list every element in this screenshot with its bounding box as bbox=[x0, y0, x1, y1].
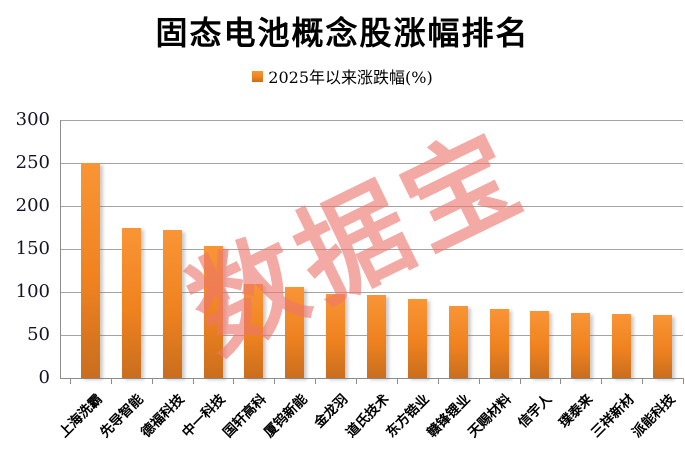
x-tick-mark bbox=[356, 378, 358, 384]
legend-swatch-icon bbox=[252, 70, 264, 82]
chart-title: 固态电池概念股涨幅排名 bbox=[155, 14, 530, 52]
x-tick-mark bbox=[110, 378, 112, 384]
x-tick-mark bbox=[233, 378, 235, 384]
x-category-label: 德福科技 bbox=[138, 391, 188, 441]
x-tick-mark bbox=[437, 378, 439, 384]
legend-label: 2025年以来涨跌幅(%) bbox=[268, 68, 433, 87]
bar-道氏技术 bbox=[367, 294, 386, 378]
x-axis-labels: 上海洗霸 先导智能 德福科技 中一科技 国轩高科 厦钨新能 金龙羽 道氏技术 东方锆业 赣锋锂业天… bbox=[56, 391, 682, 475]
chart-legend: 2025年以来涨跌幅(%) bbox=[0, 66, 685, 87]
gridline bbox=[61, 292, 683, 293]
x-category-label: 派能科技 bbox=[628, 391, 679, 441]
x-category-label: 中一科技 bbox=[179, 391, 229, 441]
y-tick-label: 100 bbox=[15, 281, 50, 302]
x-category-label: 先导智能 bbox=[97, 391, 147, 441]
x-category-label: 金龙羽 bbox=[311, 391, 352, 432]
x-tick-mark bbox=[642, 378, 644, 384]
bar-德福科技 bbox=[162, 230, 182, 378]
x-tick-mark bbox=[70, 378, 71, 384]
x-category-label: 赣锋锂业 bbox=[424, 391, 474, 441]
plot-area bbox=[60, 120, 684, 384]
bar-派能科技 bbox=[653, 315, 673, 378]
bar-赣锋锂业 bbox=[448, 305, 468, 378]
y-tick-label: 150 bbox=[15, 238, 50, 259]
y-tick-label: 250 bbox=[15, 152, 50, 173]
x-category-label: 道氏技术 bbox=[342, 391, 393, 441]
x-category-label: 厦钨新能 bbox=[260, 391, 311, 441]
bar-天赐材料 bbox=[489, 309, 509, 378]
y-tick-label: 300 bbox=[15, 109, 50, 130]
gridline bbox=[61, 120, 683, 121]
x-tick-mark bbox=[478, 378, 480, 384]
bar-东方锆业 bbox=[407, 298, 427, 378]
bar-信宇人 bbox=[530, 310, 550, 378]
x-category-label: 天赐材料 bbox=[465, 391, 515, 441]
bar-中一科技 bbox=[203, 245, 223, 378]
y-axis-labels: 0 50 100 150 200 250 300 bbox=[0, 111, 52, 387]
bar-先导智能 bbox=[121, 228, 141, 378]
bar-上海洗霸 bbox=[80, 163, 100, 378]
bar-金龙羽 bbox=[326, 293, 346, 378]
x-category-label: 璞泰来 bbox=[556, 391, 597, 432]
x-category-label: 三祥新材 bbox=[587, 391, 638, 441]
bar-国轩高科 bbox=[244, 284, 264, 378]
x-category-label: 信宇人 bbox=[515, 391, 556, 432]
x-category-label: 国轩高科 bbox=[219, 391, 270, 441]
x-tick-mark bbox=[396, 378, 398, 384]
x-tick-mark bbox=[519, 378, 521, 384]
bar-厦钨新能 bbox=[285, 286, 305, 378]
y-tick-label: 0 bbox=[38, 367, 50, 388]
x-category-label: 上海洗霸 bbox=[56, 391, 107, 441]
bar-三祥新材 bbox=[612, 313, 632, 378]
x-tick-mark bbox=[274, 378, 276, 384]
gridline bbox=[61, 163, 683, 164]
gridline bbox=[61, 206, 683, 207]
x-tick-mark bbox=[151, 378, 153, 384]
x-tick-mark bbox=[560, 378, 562, 384]
gridline bbox=[61, 249, 683, 250]
x-tick-mark bbox=[601, 378, 603, 384]
x-tick-mark bbox=[683, 378, 684, 384]
y-tick-label: 50 bbox=[27, 324, 50, 345]
x-tick-mark bbox=[315, 378, 317, 384]
y-tick-label: 200 bbox=[15, 195, 50, 216]
x-category-label: 东方锆业 bbox=[383, 391, 433, 441]
x-tick-mark bbox=[192, 378, 194, 384]
bar-璞泰来 bbox=[571, 312, 591, 378]
